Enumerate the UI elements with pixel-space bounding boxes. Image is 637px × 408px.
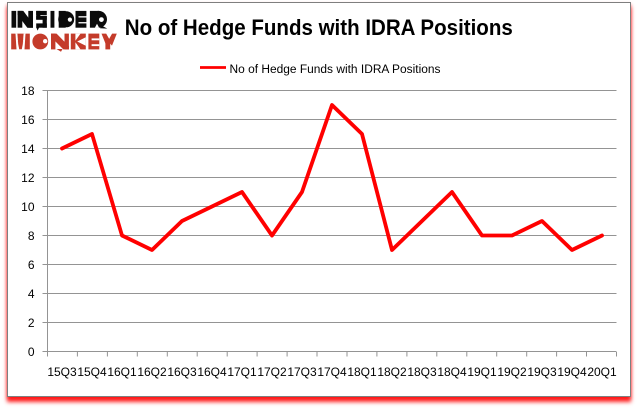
svg-text:18Q3: 18Q3 — [407, 365, 437, 379]
svg-text:16Q4: 16Q4 — [197, 365, 227, 379]
svg-text:0: 0 — [28, 345, 35, 359]
svg-text:12: 12 — [21, 171, 35, 185]
svg-text:15Q4: 15Q4 — [77, 365, 107, 379]
svg-text:18Q1: 18Q1 — [347, 365, 377, 379]
svg-text:19Q2: 19Q2 — [497, 365, 527, 379]
svg-text:17Q2: 17Q2 — [257, 365, 287, 379]
svg-text:16Q3: 16Q3 — [167, 365, 197, 379]
svg-text:17Q3: 17Q3 — [287, 365, 317, 379]
svg-text:16: 16 — [21, 113, 35, 127]
svg-text:18Q2: 18Q2 — [377, 365, 407, 379]
svg-text:20Q1: 20Q1 — [587, 365, 617, 379]
svg-text:19Q1: 19Q1 — [467, 365, 497, 379]
svg-text:10: 10 — [21, 200, 35, 214]
svg-text:6: 6 — [28, 258, 35, 272]
svg-text:18Q4: 18Q4 — [437, 365, 467, 379]
svg-text:16Q2: 16Q2 — [137, 365, 167, 379]
svg-text:8: 8 — [28, 229, 35, 243]
svg-text:No of Hedge Funds with IDRA Po: No of Hedge Funds with IDRA Positions — [125, 15, 513, 40]
svg-text:19Q4: 19Q4 — [557, 365, 587, 379]
svg-text:19Q3: 19Q3 — [527, 365, 557, 379]
svg-text:No of Hedge Funds with IDRA Po: No of Hedge Funds with IDRA Positions — [230, 62, 441, 76]
svg-text:4: 4 — [28, 287, 35, 301]
svg-text:16Q1: 16Q1 — [107, 365, 137, 379]
svg-text:18: 18 — [21, 84, 35, 98]
svg-text:17Q1: 17Q1 — [227, 365, 257, 379]
svg-text:14: 14 — [21, 142, 35, 156]
svg-text:2: 2 — [28, 316, 35, 330]
svg-text:15Q3: 15Q3 — [47, 365, 77, 379]
svg-text:17Q4: 17Q4 — [317, 365, 347, 379]
